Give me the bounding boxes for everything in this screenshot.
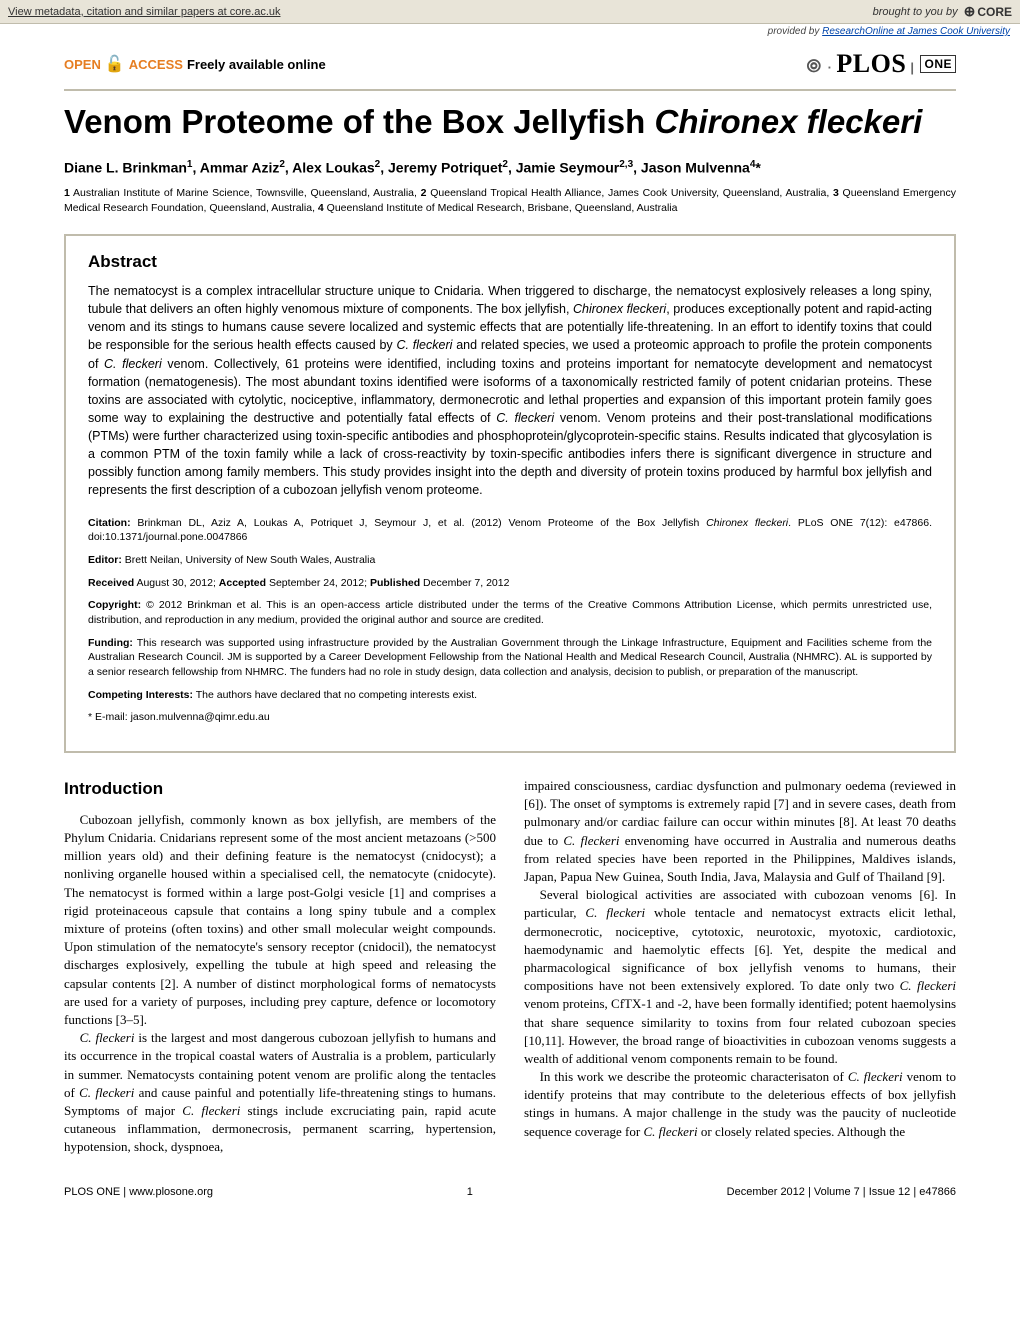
competing-text: The authors have declared that no compet… (193, 689, 477, 701)
intro-p4: Several biological activities are associ… (524, 886, 956, 1068)
header-row: OPEN 🔓 ACCESS Freely available online ⦾ … (64, 43, 956, 89)
intro-p1: Cubozoan jellyfish, commonly known as bo… (64, 811, 496, 1029)
received-text: August 30, 2012; (134, 577, 219, 589)
email-label: * E-mail: (88, 711, 131, 723)
intro-p5: In this work we describe the proteomic c… (524, 1068, 956, 1141)
body-columns: Introduction Cubozoan jellyfish, commonl… (64, 777, 956, 1156)
journal-brand: ⦾ · PLOS | ONE (807, 49, 956, 79)
dates-line: Received August 30, 2012; Accepted Septe… (88, 576, 932, 591)
open-access-badge: OPEN 🔓 ACCESS Freely available online (64, 54, 326, 74)
page-footer: PLOS ONE | www.plosone.org 1 December 20… (0, 1178, 1020, 1212)
footer-right: December 2012 | Volume 7 | Issue 12 | e4… (727, 1186, 956, 1198)
intro-heading: Introduction (64, 777, 496, 801)
intro-p2: C. fleckeri is the largest and most dang… (64, 1029, 496, 1156)
open-text: OPEN (64, 57, 101, 72)
accepted-text: September 24, 2012; (266, 577, 370, 589)
core-logo[interactable]: ⊕ CORE (964, 3, 1012, 20)
competing-line: Competing Interests: The authors have de… (88, 688, 932, 703)
footer-left: PLOS ONE | www.plosone.org (64, 1186, 213, 1198)
editor-line: Editor: Brett Neilan, University of New … (88, 553, 932, 568)
editor-label: Editor: (88, 554, 122, 566)
abstract-heading: Abstract (88, 252, 932, 272)
footer-page: 1 (467, 1186, 473, 1198)
published-text: December 7, 2012 (420, 577, 509, 589)
core-label: CORE (977, 5, 1012, 19)
article-title: Venom Proteome of the Box Jellyfish Chir… (64, 103, 956, 141)
funding-label: Funding: (88, 637, 133, 649)
competing-label: Competing Interests: (88, 689, 193, 701)
title-main: Venom Proteome of the Box Jellyfish (64, 103, 654, 140)
funding-text: This research was supported using infras… (88, 637, 932, 678)
plos-icon: ⦾ (807, 56, 822, 77)
title-species: Chironex fleckeri (654, 103, 922, 140)
accepted-label: Accepted (219, 577, 266, 589)
access-text: ACCESS (129, 57, 183, 72)
plos-text: PLOS (836, 49, 906, 79)
metadata-bar: View metadata, citation and similar pape… (0, 0, 1020, 24)
citation-label: Citation: (88, 517, 131, 529)
editor-text: Brett Neilan, University of New South Wa… (122, 554, 375, 566)
brought-by-text: brought to you by (873, 6, 958, 18)
column-left: Introduction Cubozoan jellyfish, commonl… (64, 777, 496, 1156)
copyright-text: © 2012 Brinkman et al. This is an open-a… (88, 599, 932, 626)
email-text: jason.mulvenna@qimr.edu.au (131, 711, 270, 723)
provided-bar: provided by ResearchOnline at James Cook… (0, 24, 1020, 43)
provided-prefix: provided by (768, 26, 822, 37)
intro-p3: impaired consciousness, cardiac dysfunct… (524, 777, 956, 886)
published-label: Published (370, 577, 420, 589)
core-icon: ⊕ (964, 3, 976, 20)
one-text: ONE (920, 55, 956, 73)
copyright-line: Copyright: © 2012 Brinkman et al. This i… (88, 598, 932, 627)
email-line: * E-mail: jason.mulvenna@qimr.edu.au (88, 710, 932, 725)
header-divider (64, 89, 956, 91)
abstract-text: The nematocyst is a complex intracellula… (88, 282, 932, 500)
affiliations: 1 Australian Institute of Marine Science… (64, 186, 956, 216)
authors: Diane L. Brinkman1, Ammar Aziz2, Alex Lo… (64, 159, 956, 176)
received-label: Received (88, 577, 134, 589)
freely-text: Freely available online (187, 57, 326, 72)
funding-line: Funding: This research was supported usi… (88, 636, 932, 680)
copyright-label: Copyright: (88, 599, 141, 611)
column-right: impaired consciousness, cardiac dysfunct… (524, 777, 956, 1156)
metadata-link[interactable]: View metadata, citation and similar pape… (8, 6, 281, 18)
abstract-box: Abstract The nematocyst is a complex int… (64, 234, 956, 753)
lock-icon: 🔓 (105, 54, 125, 74)
citation-line: Citation: Brinkman DL, Aziz A, Loukas A,… (88, 516, 932, 545)
provided-link[interactable]: ResearchOnline at James Cook University (822, 26, 1010, 37)
